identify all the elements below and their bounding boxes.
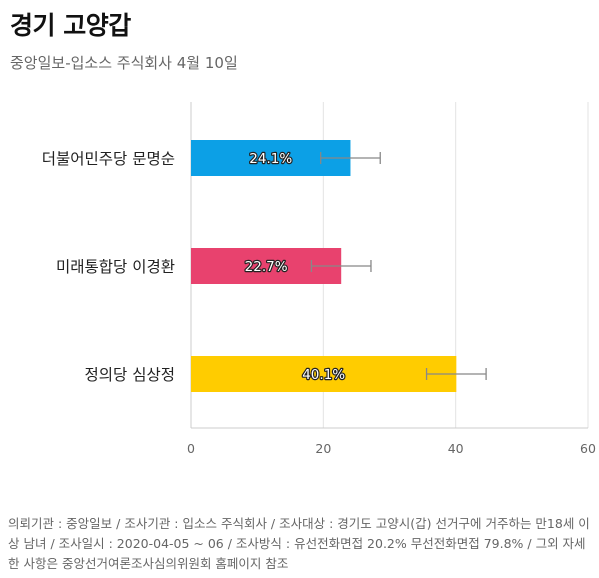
- category-label: 미래통합당 이경환: [56, 258, 175, 276]
- data-label: 24.1%: [249, 151, 292, 167]
- x-tick-label: 40: [448, 441, 464, 456]
- page-subtitle: 중앙일보-입소스 주식회사 4월 10일: [10, 54, 238, 72]
- category-label: 정의당 심상정: [85, 366, 176, 384]
- survey-footnote: 의뢰기관 : 중앙일보 / 조사기관 : 입소스 주식회사 / 조사대상 : 경…: [8, 516, 590, 571]
- data-label: 22.7%: [245, 259, 288, 275]
- data-label: 40.1%: [302, 367, 345, 383]
- x-tick-label: 20: [315, 441, 331, 456]
- category-label: 더불어민주당 문명순: [42, 150, 175, 168]
- page-title: 경기 고양갑: [10, 11, 131, 40]
- x-tick-label: 0: [187, 441, 195, 456]
- bar-chart: 0 20 40 60 더불어민주당 문명순 24.1% 미래통합당 이경환 22.7% 정의당 …: [42, 102, 596, 456]
- bar: [191, 356, 457, 392]
- x-tick-label: 60: [580, 441, 596, 456]
